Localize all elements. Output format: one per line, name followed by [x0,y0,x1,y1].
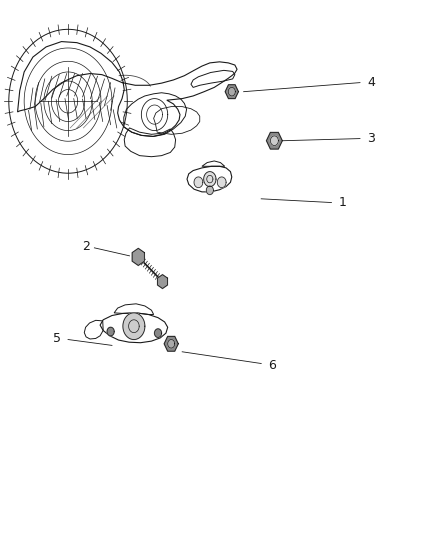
Polygon shape [228,87,235,96]
Polygon shape [107,327,114,336]
Polygon shape [206,186,213,195]
Polygon shape [266,132,282,149]
Polygon shape [154,329,161,337]
Text: 3: 3 [366,132,374,145]
Polygon shape [157,274,167,288]
Text: 5: 5 [53,332,61,345]
Polygon shape [217,177,226,188]
Polygon shape [203,172,215,187]
Text: 4: 4 [366,76,374,89]
Polygon shape [225,85,238,99]
Polygon shape [270,136,278,146]
Polygon shape [164,336,178,351]
Polygon shape [167,340,174,348]
Polygon shape [194,177,202,188]
Text: 6: 6 [268,359,276,372]
Polygon shape [132,248,144,265]
Polygon shape [123,313,145,340]
Text: 1: 1 [338,196,346,209]
Text: 2: 2 [81,240,89,253]
